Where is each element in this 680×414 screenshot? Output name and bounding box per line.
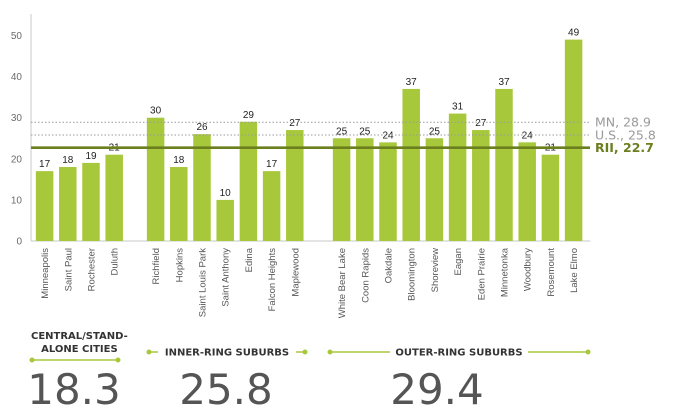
bar-value-label-16: 31 (452, 102, 464, 113)
bar-13 (379, 142, 397, 241)
bar-4 (146, 117, 165, 241)
bar-0 (35, 171, 54, 241)
group-label-0-line-1: ALONE CITIES (41, 344, 118, 355)
bar-2 (82, 162, 100, 241)
bar-value-label-4: 30 (150, 106, 162, 117)
group-label-2: OUTER-RING SUBURBS (395, 348, 522, 359)
group-rule-dot-right-2 (585, 349, 591, 355)
bar-5 (170, 167, 188, 241)
bar-value-label-6: 26 (196, 122, 208, 133)
bar-18 (495, 88, 513, 242)
bar-19 (518, 142, 536, 241)
category-label-16: Eagan (453, 248, 464, 275)
bar-11 (332, 138, 351, 241)
y-tick-label-30: 30 (11, 113, 23, 124)
category-label-17: Eden Prairie (476, 248, 487, 300)
bar-1 (59, 167, 77, 241)
category-label-11: White Bear Lake (337, 248, 348, 318)
bar-14 (402, 88, 420, 242)
bar-value-label-8: 29 (243, 110, 255, 121)
reference-label-2: RII, 22.7 (595, 140, 654, 155)
bar-value-label-5: 18 (173, 155, 185, 166)
category-label-5: Hopkins (174, 248, 185, 283)
category-label-0: Minneapolis (40, 248, 51, 299)
category-label-14: Bloomington (407, 248, 418, 301)
category-label-20: Rosemount (546, 248, 557, 297)
category-label-9: Falcon Heights (267, 248, 278, 312)
bar-value-label-7: 10 (220, 188, 232, 199)
category-label-12: Coon Rapids (360, 248, 371, 303)
bar-value-label-21: 49 (568, 28, 580, 39)
bar-8 (239, 121, 258, 241)
bar-value-label-1: 18 (62, 155, 74, 166)
category-label-13: Oakdale (384, 248, 395, 283)
bar-20 (541, 154, 560, 241)
group-average-1: 25.8 (179, 365, 273, 414)
category-label-15: Shoreview (430, 248, 441, 292)
group-rule-dot-left-2 (327, 349, 333, 355)
group-average-2: 29.4 (390, 365, 484, 414)
category-label-8: Edina (244, 247, 255, 272)
bar-value-label-18: 37 (498, 77, 510, 88)
category-label-18: Minnetonka (500, 247, 511, 297)
bar-17 (472, 130, 490, 241)
group-rule-dot-left-1 (146, 349, 152, 355)
bar-value-label-15: 25 (429, 126, 441, 137)
bar-value-label-9: 17 (266, 159, 278, 170)
y-tick-label-20: 20 (11, 154, 23, 165)
category-label-1: Saint Paul (63, 248, 74, 291)
y-tick-label-0: 0 (16, 237, 22, 248)
category-label-21: Lake Elmo (569, 248, 580, 293)
reference-label-0: MN, 28.9 (595, 115, 651, 130)
group-rule-dot-right-0 (115, 357, 121, 363)
category-label-19: Woodbury (523, 248, 534, 291)
y-tick-label-50: 50 (11, 31, 23, 42)
bar-15 (425, 138, 444, 241)
group-average-0: 18.3 (27, 365, 121, 414)
bar-16 (448, 113, 467, 241)
y-tick-label-10: 10 (11, 195, 23, 206)
bar-value-label-10: 27 (289, 118, 301, 129)
bar-9 (262, 171, 281, 241)
category-label-3: Duluth (110, 248, 121, 275)
bar-value-label-12: 25 (359, 126, 371, 137)
bar-value-label-2: 19 (85, 151, 97, 162)
group-rule-dot-left-0 (29, 357, 35, 363)
bar-10 (286, 130, 304, 241)
group-label-1: INNER-RING SUBURBS (165, 348, 289, 359)
bar-value-label-13: 24 (382, 130, 394, 141)
bar-12 (356, 138, 374, 241)
bar-value-label-19: 24 (522, 130, 534, 141)
reference-label-1: U.S., 25.8 (595, 127, 656, 142)
category-label-4: Richfield (151, 248, 162, 284)
category-label-7: Saint Anthony (221, 248, 232, 307)
bar-value-label-17: 27 (475, 118, 487, 129)
bar-value-label-14: 37 (406, 77, 418, 88)
bar-value-label-0: 17 (39, 159, 51, 170)
category-label-10: Maplewood (290, 248, 301, 297)
bar-7 (216, 199, 234, 241)
group-rule-dot-right-1 (302, 349, 308, 355)
bar-3 (105, 154, 123, 241)
bar-21 (564, 39, 583, 241)
y-tick-label-40: 40 (11, 72, 23, 83)
category-label-2: Rochester (87, 248, 98, 291)
bar-6 (193, 134, 211, 241)
bar-value-label-11: 25 (336, 126, 348, 137)
category-label-6: Saint Louis Park (198, 248, 209, 317)
group-label-0-line-0: CENTRAL/STAND- (31, 331, 128, 342)
